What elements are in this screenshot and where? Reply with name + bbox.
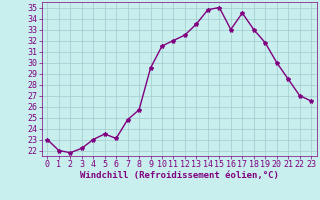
X-axis label: Windchill (Refroidissement éolien,°C): Windchill (Refroidissement éolien,°C) (80, 171, 279, 180)
